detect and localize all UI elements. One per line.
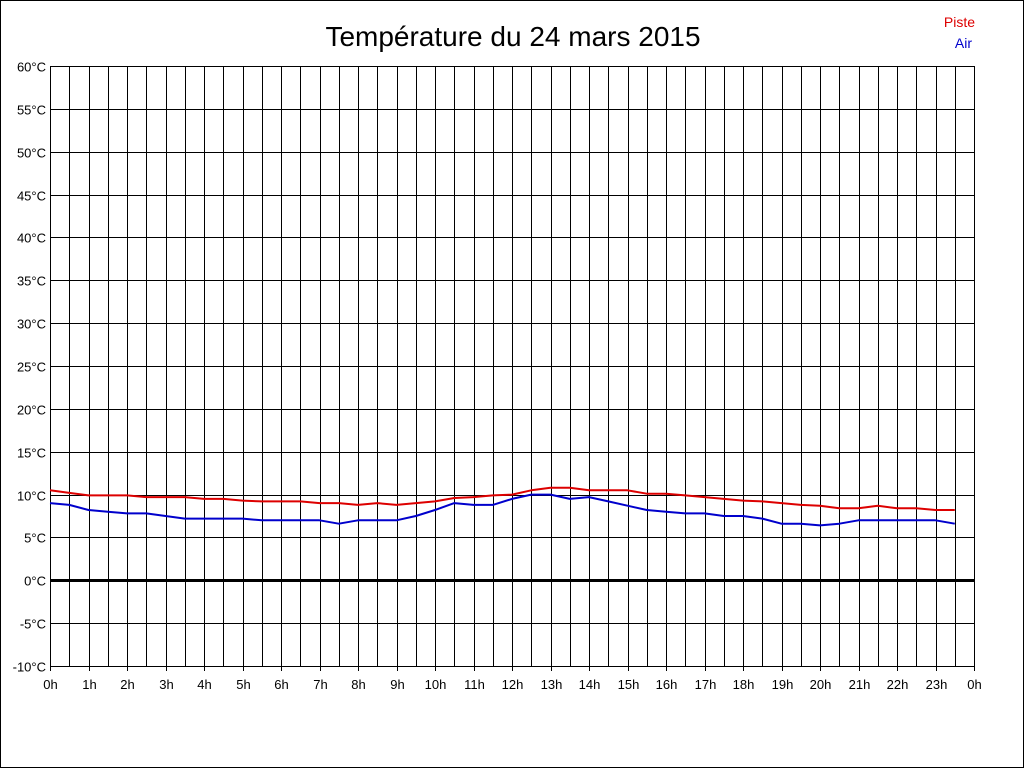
x-tick-label: 10h [425, 677, 447, 692]
y-tick-label: 0°C [24, 574, 46, 589]
y-tick-label: 40°C [17, 231, 46, 246]
y-tick-label: 30°C [17, 317, 46, 332]
y-tick-label: 10°C [17, 489, 46, 504]
x-tick-label: 19h [772, 677, 794, 692]
x-tick-label: 23h [926, 677, 948, 692]
x-tick-label: 14h [579, 677, 601, 692]
x-tick-label: 9h [390, 677, 404, 692]
y-axis-ticks: 60°C 55°C 50°C 45°C 40°C 35°C 30°C 25°C 20°C 15°C… [13, 60, 46, 675]
legend-entry-piste: Piste [944, 14, 975, 30]
y-tick-label: 15°C [17, 446, 46, 461]
series-line-air [49, 493, 955, 527]
y-tick-label: 20°C [17, 403, 46, 418]
x-tick-label: 15h [618, 677, 640, 692]
y-tick-label: 35°C [17, 274, 46, 289]
y-tick-label: 50°C [17, 146, 46, 161]
x-tick-label: 2h [120, 677, 134, 692]
x-tick-label: 20h [810, 677, 832, 692]
x-tick-label: 16h [656, 677, 678, 692]
x-tick-label: 8h [351, 677, 365, 692]
x-tick-label: 0h [967, 677, 981, 692]
x-tick-label: 4h [197, 677, 211, 692]
series-lines [49, 486, 955, 527]
x-tick-label: 12h [502, 677, 524, 692]
x-tick-label: 18h [733, 677, 755, 692]
x-tick-label: 5h [236, 677, 250, 692]
x-tick-label: 6h [274, 677, 288, 692]
x-axis-ticks: 0h 1h 2h 3h 4h 5h 6h 7h 8h 9h 10h 11h 12h 13h 14h 15h 16… [43, 666, 982, 692]
x-tick-label: 11h [464, 677, 485, 692]
y-tick-label: 55°C [17, 103, 46, 118]
y-tick-label: 60°C [17, 60, 46, 75]
x-tick-label: 3h [159, 677, 173, 692]
y-tick-label: 25°C [17, 360, 46, 375]
x-tick-label: 1h [82, 677, 96, 692]
grid [50, 66, 975, 667]
x-tick-label: 13h [541, 677, 563, 692]
x-tick-label: 17h [695, 677, 717, 692]
series-line-piste [49, 486, 955, 511]
chart-title: Température du 24 mars 2015 [325, 21, 700, 52]
x-tick-label: 22h [887, 677, 909, 692]
y-tick-label: 5°C [24, 531, 46, 546]
y-tick-label: -10°C [13, 660, 46, 675]
legend: Piste Air [944, 14, 975, 51]
x-tick-label: 21h [849, 677, 871, 692]
x-tick-label: 7h [313, 677, 327, 692]
y-tick-label: 45°C [17, 189, 46, 204]
legend-entry-air: Air [955, 35, 972, 51]
y-tick-label: -5°C [20, 617, 46, 632]
x-tick-label: 0h [43, 677, 57, 692]
